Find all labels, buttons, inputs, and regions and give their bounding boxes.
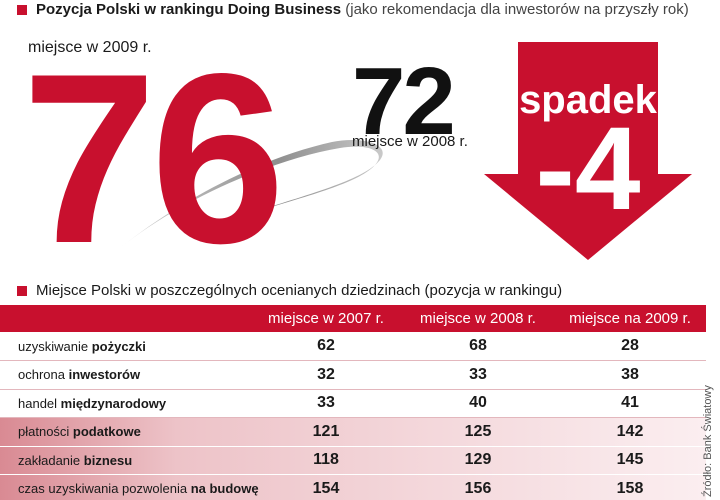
- row-label: ochrona inwestorów: [0, 360, 250, 390]
- value-cell: 28: [554, 332, 706, 361]
- row-label: handel międzynarodowy: [0, 389, 250, 418]
- value-cell: 40: [402, 389, 554, 418]
- row-label-text: czas uzyskiwania pozwolenia: [18, 481, 191, 497]
- header-cell-2007: miejsce w 2007 r.: [250, 305, 402, 332]
- down-arrow-icon: [484, 42, 692, 260]
- value-cell: 158: [554, 474, 706, 500]
- rank-2009-label: miejsce w 2009 r.: [28, 39, 152, 56]
- row-label-text: uzyskiwanie: [18, 338, 92, 354]
- value-cell: 118: [250, 446, 402, 475]
- header-title-main: Pozycja Polski w rankingu Doing Business: [36, 1, 342, 18]
- row-label-text: zakładanie: [18, 452, 84, 468]
- row-label-text: ochrona: [18, 367, 69, 383]
- source-note: Źródło: Bank Światowy: [702, 385, 714, 497]
- row-label-emphasis: międzynarodowy: [60, 395, 167, 411]
- row-label-emphasis: biznesu: [83, 452, 133, 468]
- header-cell-2009: miejsce na 2009 r.: [554, 305, 706, 332]
- row-label: czas uzyskiwania pozwolenia na budowę: [0, 474, 259, 500]
- row-label-text: płatności: [18, 424, 73, 440]
- row-label: płatności podatkowe: [0, 417, 250, 447]
- rank-2008-value: 72: [352, 48, 456, 155]
- table-row: uzyskiwanie pożyczki 62 68 28: [0, 332, 706, 361]
- change-value: -4: [535, 103, 641, 235]
- row-label-emphasis: inwestorów: [68, 367, 141, 383]
- header-cell-2008: miejsce w 2008 r.: [402, 305, 554, 332]
- ranking-table: miejsce w 2007 r. miejsce w 2008 r. miej…: [0, 305, 706, 500]
- row-label: uzyskiwanie pożyczki: [0, 332, 250, 361]
- row-label-emphasis: pożyczki: [91, 338, 146, 354]
- table-row: zakładanie biznesu 118 129 145: [0, 446, 706, 475]
- row-label-emphasis: na budowę: [190, 481, 259, 497]
- value-cell: 129: [402, 446, 554, 475]
- bullet-square: [17, 5, 27, 15]
- table-row: płatności podatkowe 121 125 142: [0, 417, 706, 447]
- row-label-text: handel: [18, 395, 61, 411]
- value-cell: 142: [554, 417, 706, 447]
- table-row: handel międzynarodowy 33 40 41: [0, 389, 706, 418]
- value-cell: 125: [402, 417, 554, 447]
- rank-2009-value: 76: [22, 24, 285, 294]
- header-cell-empty: [0, 305, 250, 332]
- value-cell: 62: [250, 332, 402, 361]
- change-word: spadek: [519, 78, 657, 122]
- bullet-square: [17, 286, 27, 296]
- value-cell: 41: [554, 389, 706, 418]
- value-cell: 38: [554, 360, 706, 390]
- rank-2008-label: miejsce w 2008 r.: [352, 133, 468, 150]
- value-cell: 32: [250, 360, 402, 390]
- value-cell: 68: [402, 332, 554, 361]
- header-title-subtitle: (jako rekomendacja dla inwestorów na prz…: [345, 1, 689, 18]
- table-title: Miejsce Polski w poszczególnych oceniany…: [36, 282, 563, 299]
- row-label-emphasis: podatkowe: [72, 424, 141, 440]
- value-cell: 154: [250, 474, 402, 500]
- value-cell: 33: [402, 360, 554, 390]
- value-cell: 156: [402, 474, 554, 500]
- table-body: uzyskiwanie pożyczki 62 68 28 ochrona inwest…: [0, 332, 706, 500]
- table-header-row: miejsce w 2007 r. miejsce w 2008 r. miej…: [0, 305, 706, 332]
- table-row: czas uzyskiwania pozwolenia na budowę 154…: [0, 474, 706, 500]
- header-title: Pozycja Polski w rankingu Doing Business…: [36, 1, 689, 18]
- value-cell: 33: [250, 389, 402, 418]
- value-cell: 145: [554, 446, 706, 475]
- table-row: ochrona inwestorów 32 33 38: [0, 360, 706, 390]
- row-label: zakładanie biznesu: [0, 446, 250, 475]
- value-cell: 121: [250, 417, 402, 447]
